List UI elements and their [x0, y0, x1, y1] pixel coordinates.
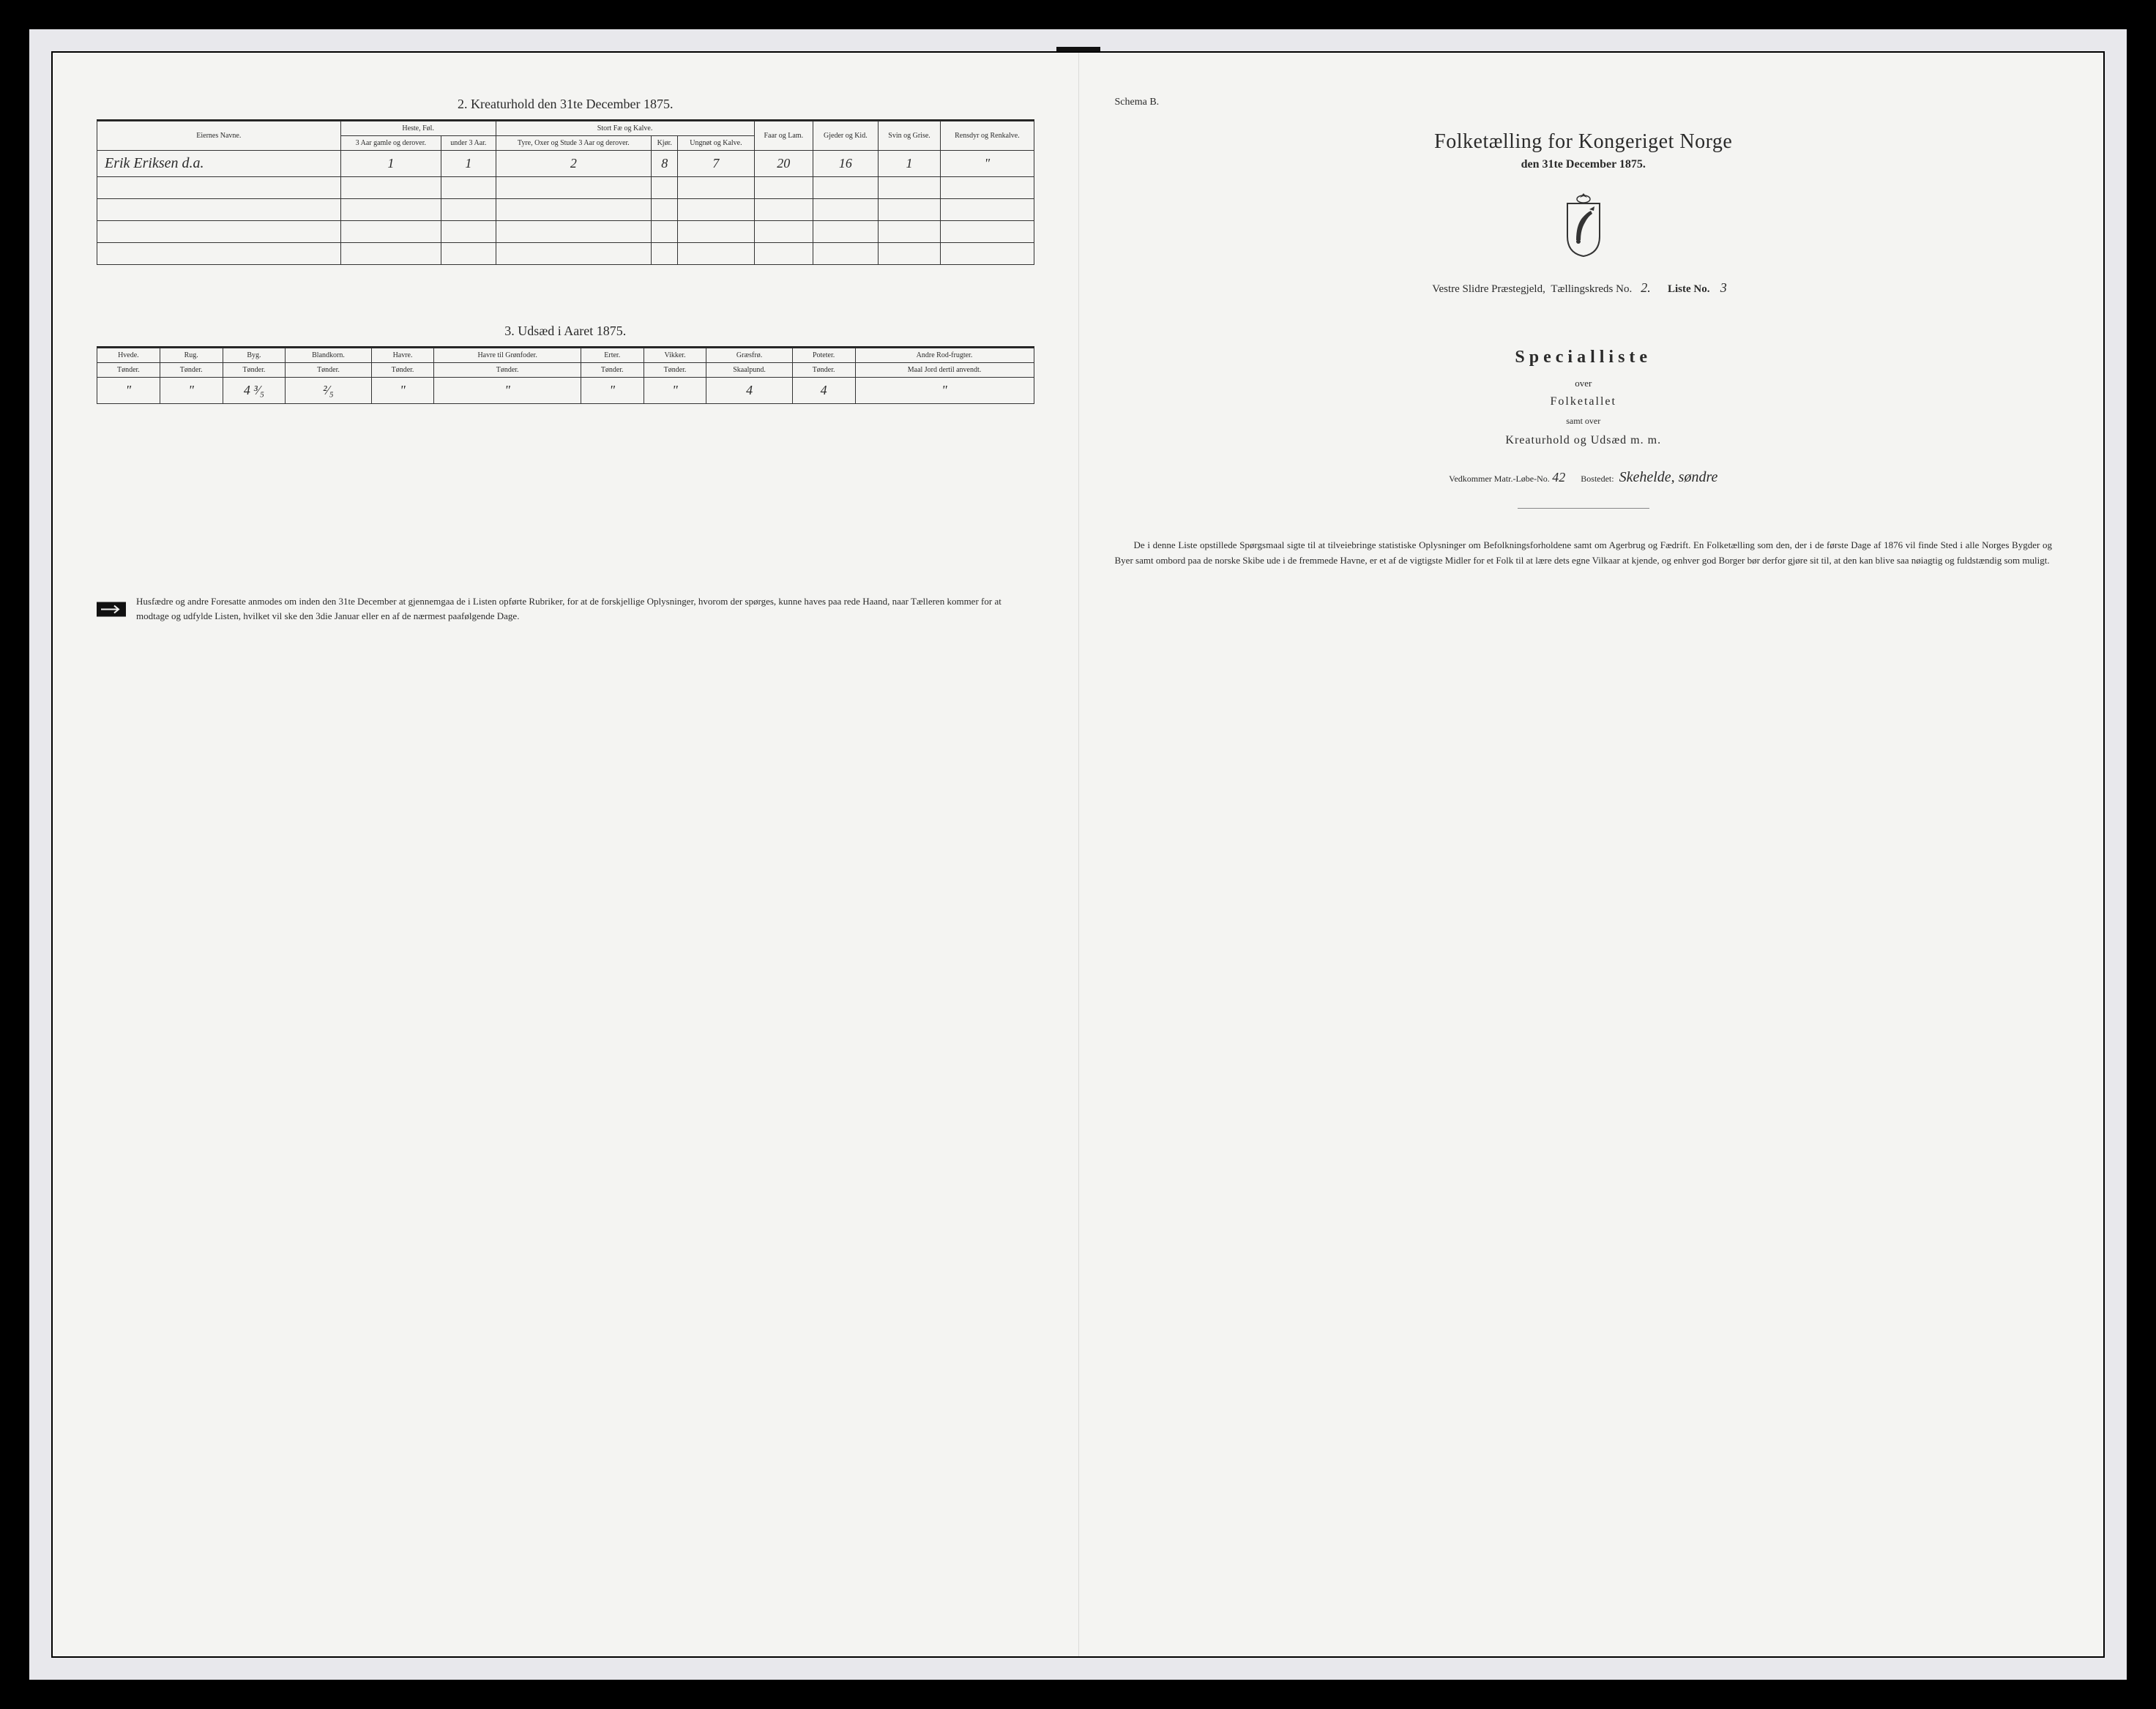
col-horses-group: Heste, Føl. [340, 121, 496, 136]
cell: " [126, 383, 132, 397]
cell: 16 [839, 156, 852, 171]
unit: Tønder. [434, 363, 581, 378]
over-label: over [1115, 378, 2053, 389]
owner-name: Erik Eriksen d.a. [105, 155, 204, 171]
scan-frame: 2. Kreaturhold den 31te December 1875. E… [29, 29, 2127, 1680]
folketallet-label: Folketallet [1115, 395, 2053, 408]
jurisdiction-line: Vestre Slidre Præstegjeld, Tællingskreds… [1115, 280, 2053, 296]
unit: Tønder. [97, 363, 160, 378]
cell: 4 [746, 383, 753, 397]
cell: 4 [821, 383, 827, 397]
cell: 4 ³⁄₅ [244, 383, 264, 397]
cell: 8 [661, 156, 668, 171]
instructions-paragraph: De i denne Liste opstillede Spørgsmaal s… [1115, 538, 2053, 569]
staple-mark [1056, 47, 1100, 51]
unit: Tønder. [223, 363, 286, 378]
matr-label: Vedkommer Matr.-Løbe-No. [1449, 474, 1550, 484]
table-row [97, 243, 1034, 265]
bosted-label: Bostedet: [1581, 474, 1614, 484]
kreds-no: 2. [1635, 280, 1657, 296]
kreds-label: Tællingskreds No. [1551, 283, 1632, 295]
cell: " [400, 383, 406, 397]
unit: Tønder. [371, 363, 434, 378]
cell: 7 [712, 156, 719, 171]
liste-no: 3 [1712, 280, 1734, 296]
cell: 2 [570, 156, 577, 171]
cell: " [609, 383, 615, 397]
col-wheat: Hvede. [97, 348, 160, 363]
left-page: 2. Kreaturhold den 31te December 1875. E… [53, 53, 1071, 1656]
col-vetches: Vikker. [644, 348, 706, 363]
col-other: Andre Rod-frugter. [855, 348, 1034, 363]
table-row [97, 177, 1034, 199]
cell: " [504, 383, 510, 397]
subtitle: den 31te December 1875. [1115, 158, 2053, 171]
unit-maal: Maal Jord dertil anvendt. [855, 363, 1034, 378]
col-reindeer: Rensdyr og Renkalve. [941, 121, 1034, 151]
col-sheep: Faar og Lam. [754, 121, 813, 151]
scan-border: 2. Kreaturhold den 31te December 1875. E… [51, 51, 2105, 1658]
unit: Tønder. [644, 363, 706, 378]
col-mixed: Blandkorn. [286, 348, 371, 363]
unit: Tønder. [286, 363, 371, 378]
footer-note: Husfædre og andre Foresatte anmodes om i… [97, 594, 1034, 623]
cell: " [985, 156, 991, 171]
cell: " [188, 383, 194, 397]
col-oats-green: Havre til Grønfoder. [434, 348, 581, 363]
liste-label: Liste No. [1668, 283, 1710, 295]
col-cattle-a: Tyre, Oxer og Stude 3 Aar og derover. [496, 136, 651, 151]
matr-no: 42 [1552, 470, 1565, 485]
document-spread: 2. Kreaturhold den 31te December 1875. E… [53, 53, 2103, 1656]
cell: " [672, 383, 678, 397]
cell: 1 [387, 156, 394, 171]
cell: ²⁄₅ [323, 383, 334, 397]
bosted-name: Skehelde, søndre [1619, 469, 1718, 485]
section2-title: 2. Kreaturhold den 31te December 1875. [97, 97, 1034, 112]
unit-pund: Skaalpund. [706, 363, 792, 378]
schema-label: Schema B. [1115, 97, 2053, 108]
col-owner: Eiernes Navne. [97, 121, 341, 151]
section3-title: 3. Udsæd i Aaret 1875. [97, 324, 1034, 339]
specialliste-title: Specialliste [1115, 348, 2053, 367]
col-cattle-group: Stort Fæ og Kalve. [496, 121, 754, 136]
col-rye: Rug. [160, 348, 223, 363]
col-peas: Erter. [581, 348, 644, 363]
table-row [97, 199, 1034, 221]
col-oats: Havre. [371, 348, 434, 363]
unit: Tønder. [792, 363, 855, 378]
matr-line: Vedkommer Matr.-Løbe-No. 42 Bostedet: Sk… [1115, 469, 2053, 486]
pointing-hand-icon [97, 596, 126, 623]
divider [1518, 508, 1649, 509]
col-potatoes: Poteter. [792, 348, 855, 363]
unit: Tønder. [160, 363, 223, 378]
col-horses-b: under 3 Aar. [441, 136, 496, 151]
cell: " [941, 383, 947, 397]
cell: 1 [465, 156, 471, 171]
col-cattle-c: Ungnøt og Kalve. [678, 136, 754, 151]
cell: 20 [777, 156, 790, 171]
cell: 1 [906, 156, 913, 171]
col-pigs: Svin og Grise. [878, 121, 941, 151]
table-row: " " 4 ³⁄₅ ²⁄₅ " " " " 4 4 " [97, 378, 1034, 404]
livestock-table: Eiernes Navne. Heste, Føl. Stort Fæ og K… [97, 121, 1034, 265]
col-barley: Byg. [223, 348, 286, 363]
table-row: Erik Eriksen d.a. 1 1 2 8 7 20 16 1 " [97, 151, 1034, 177]
parish-label: Vestre Slidre Præstegjeld, [1432, 283, 1545, 295]
kreatur-label: Kreaturhold og Udsæd m. m. [1115, 434, 2053, 447]
col-cattle-b: Kjør. [652, 136, 678, 151]
footer-text: Husfædre og andre Foresatte anmodes om i… [136, 594, 1034, 623]
main-title: Folketælling for Kongeriget Norge [1115, 130, 2053, 154]
unit: Tønder. [581, 363, 644, 378]
col-horses-a: 3 Aar gamle og derover. [340, 136, 441, 151]
col-grass: Græsfrø. [706, 348, 792, 363]
coat-of-arms-icon [1554, 189, 1613, 258]
col-goats: Gjeder og Kid. [813, 121, 879, 151]
sowing-table: Hvede. Rug. Byg. Blandkorn. Havre. Havre… [97, 348, 1034, 404]
samt-over-label: samt over [1115, 416, 2053, 427]
table-row [97, 221, 1034, 243]
right-page: Schema B. Folketælling for Kongeriget No… [1071, 53, 2104, 1656]
